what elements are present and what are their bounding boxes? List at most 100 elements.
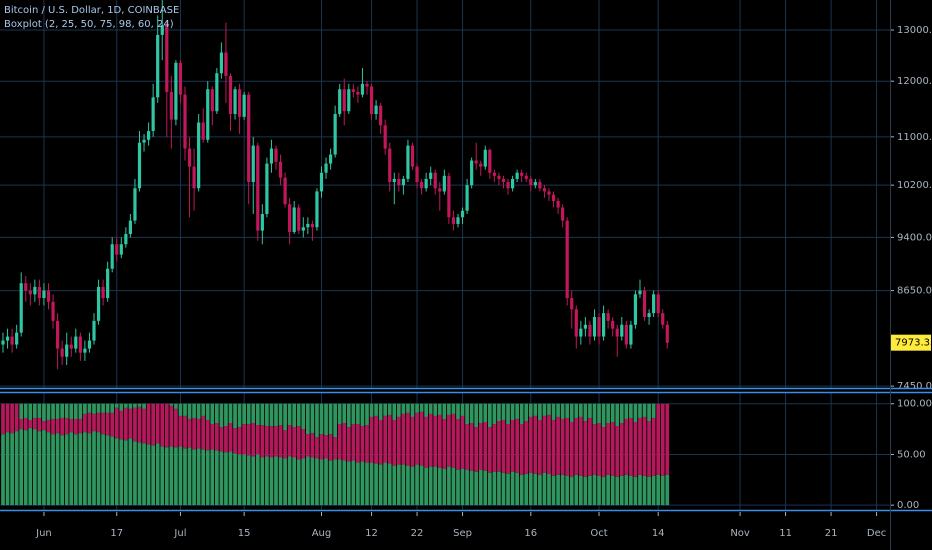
bar-segment bbox=[105, 412, 110, 436]
bar-segment bbox=[119, 410, 124, 440]
bar-segment bbox=[615, 403, 620, 427]
candle-body bbox=[497, 175, 501, 179]
bar-segment bbox=[133, 403, 137, 408]
candle-body bbox=[96, 286, 101, 321]
bar-segment bbox=[565, 417, 570, 476]
candle-body bbox=[483, 149, 487, 167]
candle-body bbox=[661, 313, 665, 325]
bar-segment bbox=[424, 403, 428, 417]
candle-body bbox=[233, 89, 237, 114]
bar-segment bbox=[551, 475, 556, 506]
bar-segment bbox=[251, 456, 256, 506]
candle-body bbox=[460, 210, 465, 218]
bar-segment bbox=[487, 427, 492, 473]
bar-segment bbox=[255, 425, 260, 455]
bar-segment bbox=[219, 427, 224, 452]
bar-segment bbox=[569, 403, 574, 422]
bar-segment bbox=[433, 415, 438, 467]
bar-segment bbox=[560, 474, 565, 506]
candle-body bbox=[410, 145, 415, 167]
bar-segment bbox=[155, 443, 160, 506]
x-tick-label: Sep bbox=[453, 528, 472, 539]
bar-segment bbox=[528, 403, 533, 417]
y-tick-label: 12000.00 bbox=[897, 76, 932, 87]
bar-segment bbox=[287, 425, 292, 457]
bar-segment bbox=[497, 420, 501, 472]
bar-segment bbox=[483, 403, 488, 422]
candle-body bbox=[529, 178, 533, 186]
candle-body bbox=[292, 207, 296, 232]
bar-segment bbox=[588, 417, 592, 476]
bar-segment bbox=[155, 403, 160, 444]
bar-segment bbox=[251, 403, 256, 424]
bar-segment bbox=[246, 403, 251, 425]
candle-body bbox=[51, 301, 55, 321]
bar-segment bbox=[542, 472, 547, 506]
bar-segment bbox=[542, 415, 547, 473]
bar-segment bbox=[242, 424, 246, 455]
bar-segment bbox=[601, 403, 606, 428]
candle-body bbox=[306, 223, 310, 228]
candle-body bbox=[146, 131, 151, 140]
candle-body bbox=[169, 91, 173, 120]
bar-segment bbox=[164, 447, 169, 506]
bar-segment bbox=[187, 418, 192, 448]
bar-segment bbox=[556, 474, 560, 506]
bar-segment bbox=[214, 423, 219, 451]
bar-segment bbox=[401, 403, 406, 414]
bar-segment bbox=[310, 433, 315, 458]
bar-segment bbox=[615, 426, 620, 477]
bar-segment bbox=[260, 403, 265, 426]
bar-segment bbox=[92, 413, 96, 432]
bar-segment bbox=[224, 426, 228, 453]
bar-segment bbox=[233, 453, 237, 506]
bar-segment bbox=[205, 403, 210, 420]
bar-segment bbox=[551, 403, 556, 420]
bar-segment bbox=[283, 458, 287, 506]
bar-segment bbox=[656, 474, 661, 506]
candle-body bbox=[183, 94, 187, 149]
bar-segment bbox=[164, 403, 169, 448]
candle-body bbox=[315, 191, 319, 228]
bar-segment bbox=[142, 443, 146, 506]
bar-segment bbox=[651, 417, 656, 476]
bar-segment bbox=[151, 445, 155, 506]
bar-segment bbox=[55, 433, 60, 506]
bar-segment bbox=[23, 430, 28, 506]
bar-segment bbox=[619, 403, 624, 424]
bar-segment bbox=[451, 467, 456, 506]
bar-segment bbox=[629, 403, 633, 418]
candle-body bbox=[328, 154, 333, 164]
candle-body bbox=[592, 316, 597, 337]
candle-body bbox=[210, 89, 214, 112]
bar-segment bbox=[428, 466, 433, 506]
bar-segment bbox=[538, 419, 542, 475]
candle-body bbox=[442, 175, 446, 192]
candle-body bbox=[538, 182, 542, 189]
bar-segment bbox=[60, 403, 65, 418]
bar-segment bbox=[560, 418, 565, 475]
bar-segment bbox=[433, 466, 438, 506]
bar-segment bbox=[629, 417, 633, 476]
bar-segment bbox=[528, 472, 533, 506]
candle-body bbox=[24, 283, 28, 291]
y-tick-label: 0.00 bbox=[897, 500, 919, 511]
candle-body bbox=[356, 91, 360, 95]
bar-segment bbox=[201, 403, 206, 416]
bar-segment bbox=[28, 403, 33, 420]
bar-segment bbox=[346, 461, 351, 506]
bar-segment bbox=[210, 449, 215, 506]
bar-segment bbox=[633, 403, 638, 422]
bar-segment bbox=[260, 457, 265, 506]
bar-segment bbox=[333, 403, 337, 438]
candle-body bbox=[524, 175, 528, 179]
bar-segment bbox=[278, 457, 283, 506]
candle-body bbox=[629, 324, 633, 345]
bar-segment bbox=[169, 446, 174, 506]
bar-segment bbox=[224, 452, 228, 506]
bar-segment bbox=[383, 403, 388, 416]
bar-segment bbox=[101, 434, 105, 506]
candle-body bbox=[119, 244, 123, 255]
bar-segment bbox=[142, 408, 146, 444]
bar-segment bbox=[638, 474, 642, 506]
